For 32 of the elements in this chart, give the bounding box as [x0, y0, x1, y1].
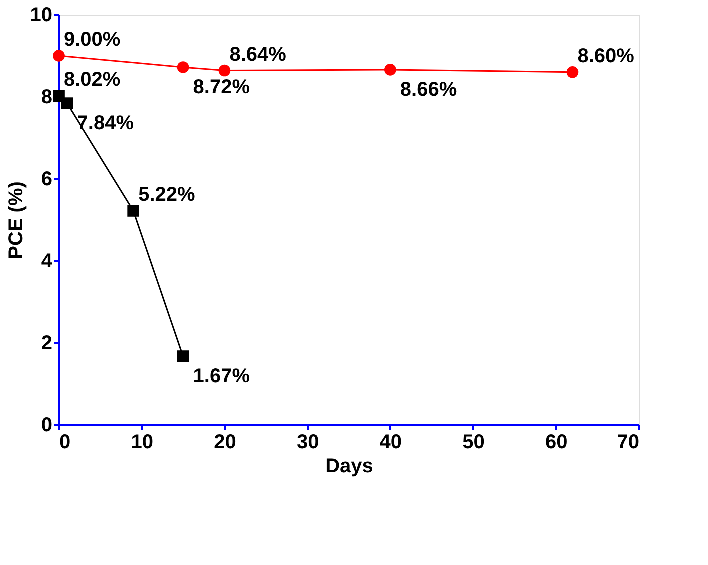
y-tick-label: 4 [41, 250, 54, 272]
x-tick-label: 0 [60, 432, 71, 454]
y-tick-label: 10 [30, 4, 52, 26]
x-tick-label: 30 [296, 432, 320, 454]
data-label: 5.22% [138, 184, 196, 206]
point [128, 205, 140, 217]
x-axis-title: Days [326, 456, 374, 478]
point [53, 50, 65, 62]
point [177, 62, 190, 74]
y-tick-label: 8 [41, 86, 52, 108]
point [177, 350, 190, 362]
x-tick-label: 50 [462, 432, 485, 454]
data-label: 8.64% [230, 44, 287, 66]
x-tick-label: 20 [214, 432, 236, 454]
y-tick-label: 2 [41, 332, 52, 354]
x-tick-label: 10 [131, 432, 154, 454]
data-label: 9.00% [64, 29, 121, 51]
y-tick-label: 0 [41, 414, 52, 436]
x-tick-label: 70 [617, 432, 640, 454]
data-label: 8.66% [400, 78, 458, 101]
x-tick-label: 40 [380, 432, 402, 454]
x-tick-label: 60 [546, 432, 568, 454]
point [566, 66, 579, 78]
y-tick-label: 6 [41, 168, 52, 190]
point [384, 64, 396, 76]
data-label: 8.02% [64, 69, 121, 92]
data-label: 8.72% [193, 76, 250, 98]
y-axis-title: PCE (%) [5, 182, 28, 260]
data-label: 1.67% [193, 366, 250, 388]
point [61, 98, 74, 110]
point [218, 64, 231, 77]
data-label: 8.60% [578, 45, 635, 68]
